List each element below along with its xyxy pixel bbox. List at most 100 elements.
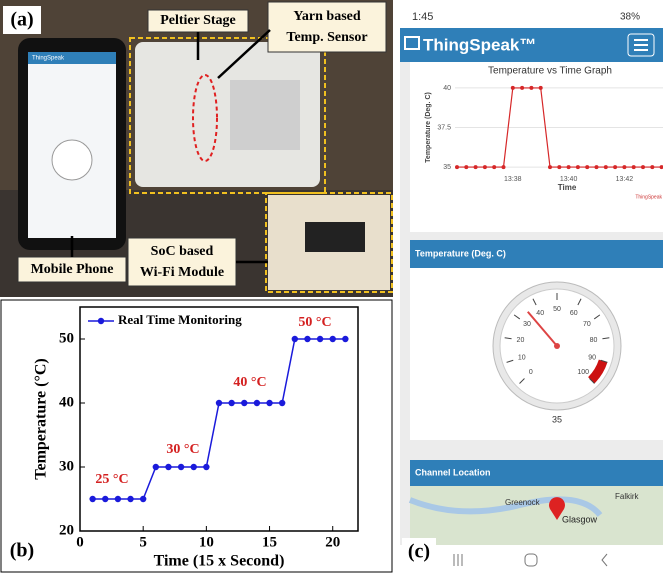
data-point [317, 336, 323, 342]
data-point [567, 165, 571, 169]
panel-label: (b) [10, 540, 34, 562]
panel-label: (a) [10, 9, 33, 31]
y-tick-label: 35 [443, 164, 451, 171]
data-point [641, 165, 645, 169]
annotation: 50 °C [298, 315, 331, 330]
data-point [511, 86, 515, 90]
x-tick-label: 13:42 [616, 176, 634, 183]
y-tick-label: 50 [59, 330, 74, 346]
data-point [330, 336, 336, 342]
data-point [342, 336, 348, 342]
peltier-module [230, 80, 300, 150]
data-point [115, 496, 121, 502]
gauge-tick-label: 0 [529, 369, 533, 376]
y-axis-label: Temperature (Deg. C) [425, 92, 432, 163]
x-tick-label: 20 [325, 534, 340, 550]
data-point [492, 165, 496, 169]
chart-title: Temperature vs Time Graph [488, 66, 612, 77]
data-point [474, 165, 478, 169]
data-point [604, 165, 608, 169]
wifi-module [305, 222, 365, 252]
y-tick-label: 40 [443, 85, 451, 92]
data-point [89, 496, 95, 502]
data-point [203, 464, 209, 470]
annotation: 25 °C [95, 472, 128, 487]
y-tick-label: 40 [59, 394, 74, 410]
data-point [539, 86, 543, 90]
data-point [464, 165, 468, 169]
annotation: 30 °C [166, 442, 199, 457]
map-place: Greenock [505, 498, 541, 507]
data-point [102, 496, 108, 502]
y-tick-label: 37.5 [437, 124, 451, 131]
phone-gauge [52, 140, 92, 180]
data-point [455, 165, 459, 169]
gauge-tick-label: 50 [553, 306, 561, 313]
data-point [650, 165, 654, 169]
data-point [632, 165, 636, 169]
legend-marker [98, 318, 104, 324]
data-point [165, 464, 171, 470]
callout: Yarn based [293, 9, 361, 24]
y-axis-label: Temperature (°C) [33, 358, 50, 479]
gauge-tick-label: 10 [518, 354, 526, 361]
data-point [266, 400, 272, 406]
data-point [127, 496, 133, 502]
battery: 38% [620, 12, 640, 23]
data-point [140, 496, 146, 502]
map-place: Falkirk [615, 492, 640, 501]
data-point [548, 165, 552, 169]
data-point [529, 86, 533, 90]
nav-bar [400, 545, 663, 573]
card-title: Channel Location [415, 467, 491, 477]
gauge-tick-label: 30 [523, 321, 531, 328]
gauge-tick-label: 20 [517, 337, 525, 344]
x-axis-label: Time (15 x Second) [154, 553, 285, 570]
gauge-tick-label: 60 [570, 310, 578, 317]
gauge-hub [554, 343, 560, 349]
data-point [228, 400, 234, 406]
data-point [613, 165, 617, 169]
data-point [576, 165, 580, 169]
callout: Wi-Fi Module [140, 265, 224, 280]
panel-label: (c) [408, 541, 430, 563]
data-point [254, 400, 260, 406]
x-tick-label: 10 [199, 534, 214, 550]
data-point [483, 165, 487, 169]
callout: Peltier Stage [160, 13, 236, 28]
data-point [191, 464, 197, 470]
y-tick-label: 20 [59, 522, 74, 538]
data-point [178, 464, 184, 470]
card-title: Temperature (Deg. C) [415, 248, 506, 258]
gauge-tick-label: 80 [590, 337, 598, 344]
x-tick-label: 5 [139, 534, 147, 550]
map-place: Glasgow [562, 514, 598, 524]
data-point [502, 165, 506, 169]
gauge-tick-label: 90 [588, 354, 596, 361]
x-tick-label: 13:38 [504, 176, 522, 183]
gauge-value: 35 [552, 414, 562, 424]
data-point [304, 336, 310, 342]
gauge-tick-label: 70 [583, 321, 591, 328]
data-point [585, 165, 589, 169]
x-axis-label: Time [558, 183, 577, 192]
callout: Temp. Sensor [286, 30, 367, 45]
data-point [595, 165, 599, 169]
status-time: 1:45 [412, 11, 433, 23]
data-point [241, 400, 247, 406]
data-point [557, 165, 561, 169]
gauge-tick-label: 100 [577, 369, 589, 376]
annotation: 40 °C [233, 375, 266, 390]
x-tick-label: 13:40 [560, 176, 578, 183]
data-point [279, 400, 285, 406]
phone-app-title: ThingSpeak [32, 56, 65, 62]
figure: ThingSpeak (a) Peltier Stage Yarn based … [0, 0, 663, 573]
callout: SoC based [151, 244, 214, 259]
data-point [153, 464, 159, 470]
y-tick-label: 30 [59, 458, 74, 474]
x-tick-label: 0 [76, 534, 84, 550]
x-tick-label: 15 [262, 534, 277, 550]
data-point [292, 336, 298, 342]
gauge-tick-label: 40 [536, 310, 544, 317]
data-point [216, 400, 222, 406]
